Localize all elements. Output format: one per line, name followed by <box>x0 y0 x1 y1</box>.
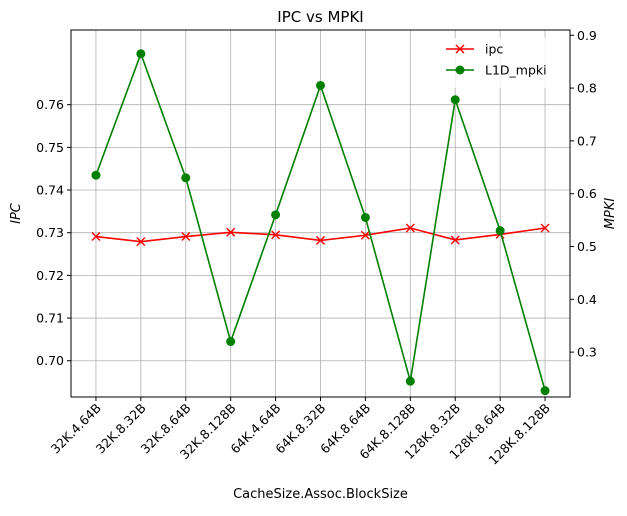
data-point <box>360 230 370 240</box>
marker-stroke <box>181 232 191 242</box>
data-point <box>540 386 550 396</box>
legend-swatch-marker <box>455 65 465 75</box>
data-point <box>450 95 460 105</box>
y-right-tick-label: 0.3 <box>577 345 597 360</box>
data-point <box>181 173 191 183</box>
legend-label: ipc <box>485 42 503 57</box>
y-left-tick-label: 0.75 <box>36 140 64 155</box>
legend-swatch-marker <box>455 44 465 54</box>
data-point <box>136 49 146 59</box>
y-right-tick-label: 0.4 <box>577 292 597 307</box>
legend: ipc L1D_mpki <box>440 38 564 88</box>
series-l1d-mpki <box>91 49 550 396</box>
data-point <box>540 223 550 233</box>
legend-label: L1D_mpki <box>485 63 547 78</box>
data-point <box>360 212 370 222</box>
y-left-tick-label: 0.73 <box>36 225 64 240</box>
marker-stroke <box>360 230 370 240</box>
data-point <box>271 210 281 220</box>
legend-box <box>440 38 564 88</box>
marker-stroke <box>271 230 281 240</box>
y-right-tick-label: 0.5 <box>577 239 597 254</box>
plot-series <box>91 49 550 396</box>
data-point <box>450 235 460 245</box>
data-point <box>91 170 101 180</box>
y-left-tick-label: 0.71 <box>36 311 64 326</box>
y-right-tick-label: 0.7 <box>577 133 597 148</box>
marker-stroke <box>316 235 325 245</box>
y-left-tick-label: 0.76 <box>36 97 64 112</box>
y-right-tick-label: 0.9 <box>577 28 597 43</box>
marker-stroke <box>91 232 101 242</box>
marker-stroke <box>226 227 236 237</box>
data-point <box>316 80 325 90</box>
marker-stroke <box>136 237 146 247</box>
data-point <box>226 337 236 347</box>
y-axis-label-left: IPC <box>9 202 24 224</box>
legend-item: L1D_mpki <box>446 63 547 78</box>
grid <box>71 30 570 397</box>
data-point <box>271 230 281 240</box>
x-axis-label: CacheSize.Assoc.BlockSize <box>233 487 408 502</box>
data-point <box>495 226 505 236</box>
data-point <box>405 223 415 233</box>
y-right-tick-label: 0.8 <box>577 81 597 96</box>
chart-title: IPC vs MPKI <box>277 8 363 26</box>
marker-stroke <box>540 223 550 233</box>
y-left-tick-label: 0.72 <box>36 268 64 283</box>
series-ipc <box>91 223 550 247</box>
marker-stroke <box>455 44 465 54</box>
data-point <box>405 376 415 386</box>
marker-stroke <box>405 223 415 233</box>
data-point <box>181 232 191 242</box>
data-point <box>91 232 101 242</box>
y-right-tick-label: 0.6 <box>577 186 597 201</box>
data-point <box>316 235 325 245</box>
data-point <box>136 237 146 247</box>
data-point <box>226 227 236 237</box>
marker-stroke <box>450 235 460 245</box>
y-left-tick-label: 0.74 <box>36 183 64 198</box>
legend-item: ipc <box>446 42 503 57</box>
y-left-tick-label: 0.70 <box>36 353 64 368</box>
y-axis-label-right: MPKI <box>603 198 618 230</box>
